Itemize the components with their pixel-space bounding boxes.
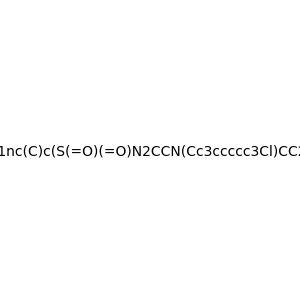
Text: CCn1nc(C)c(S(=O)(=O)N2CCN(Cc3ccccc3Cl)CC2)c1C: CCn1nc(C)c(S(=O)(=O)N2CCN(Cc3ccccc3Cl)CC…: [0, 145, 300, 158]
